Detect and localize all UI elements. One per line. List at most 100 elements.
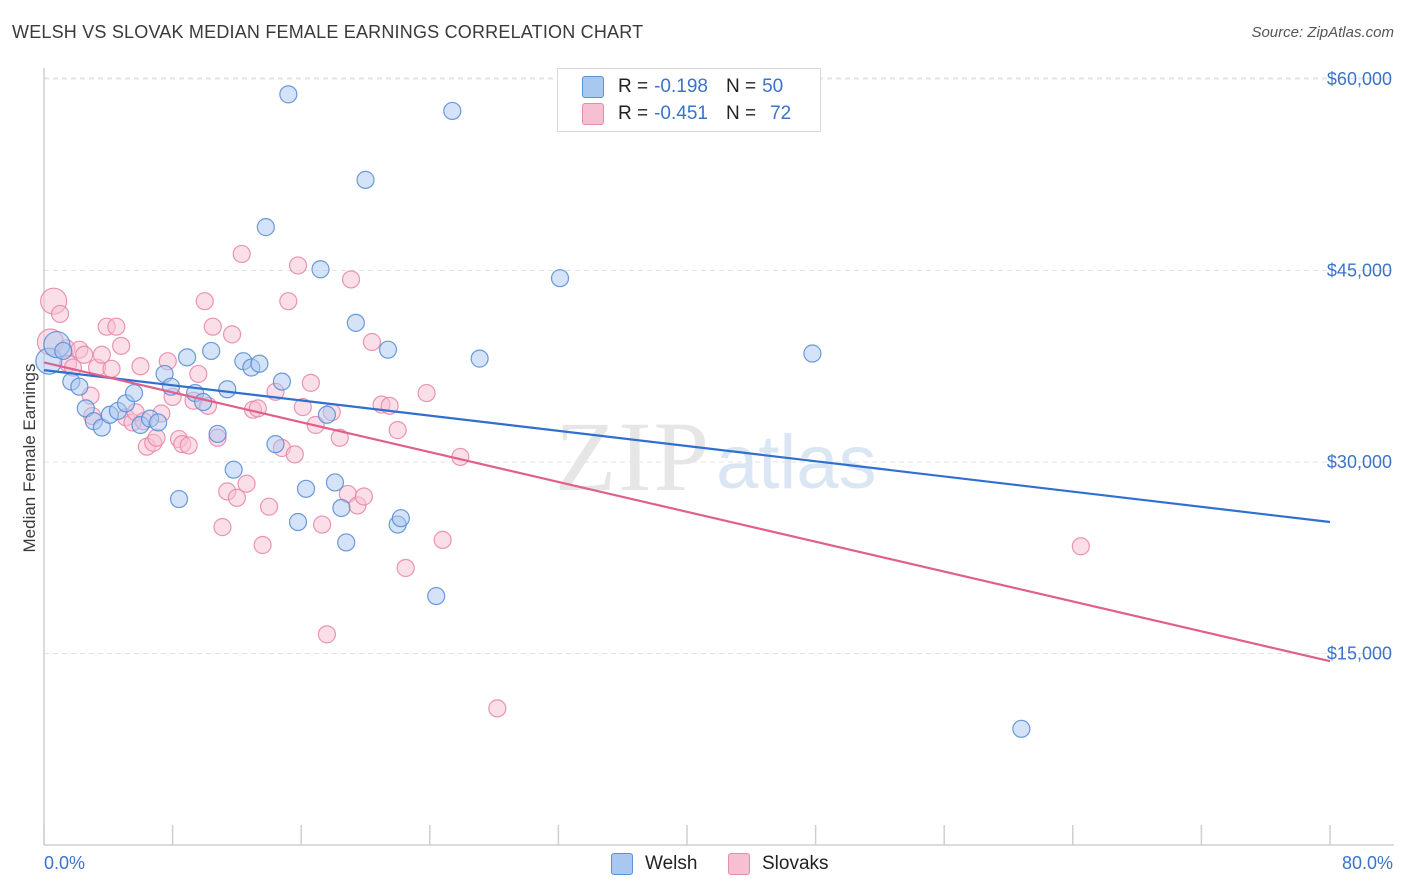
slovaks-n-value: 72	[770, 103, 792, 124]
chart-title: WELSH VS SLOVAK MEDIAN FEMALE EARNINGS C…	[12, 22, 644, 42]
welsh-point	[54, 341, 73, 361]
slovaks-point	[222, 325, 242, 344]
welsh-point	[250, 354, 269, 373]
welsh-point	[391, 509, 410, 528]
watermark-atlas: atlas	[716, 420, 877, 505]
slovaks-point	[317, 625, 337, 644]
slovaks-point	[107, 317, 126, 336]
welsh-point	[288, 512, 308, 532]
y-tick-label: $60,000	[1327, 69, 1392, 89]
y-tick-label: $45,000	[1327, 261, 1392, 281]
welsh-point	[337, 533, 356, 552]
welsh-point	[1012, 719, 1031, 738]
slovaks-point	[232, 244, 251, 264]
slovaks-point	[417, 383, 436, 403]
slovaks-point	[203, 317, 222, 336]
slovaks-point	[189, 364, 208, 384]
slovaks-point	[75, 345, 94, 364]
slovaks-point	[237, 474, 256, 493]
slovaks-point	[253, 535, 272, 555]
slovaks-point	[488, 699, 507, 718]
slovaks-point	[227, 488, 246, 507]
welsh-point	[317, 405, 337, 424]
slovaks-point	[1071, 537, 1090, 556]
welsh-point	[803, 344, 822, 363]
welsh-point	[311, 260, 330, 279]
welsh-trendline	[43, 369, 1331, 524]
slovaks-point	[147, 428, 166, 447]
welsh-point	[124, 383, 144, 403]
welsh-point	[177, 348, 197, 367]
welsh-point	[443, 101, 462, 121]
slovaks-swatch	[582, 103, 604, 125]
y-tick-label: $15,000	[1327, 644, 1392, 664]
welsh-r-value: -0.198	[654, 76, 708, 97]
slovaks-point	[388, 421, 407, 440]
slovaks-r-value: -0.451	[654, 103, 708, 124]
slovaks-point	[362, 332, 382, 352]
stats-legend: R = -0.198 N = 50 R = -0.451 N = 72	[557, 68, 821, 132]
slovaks-point	[341, 270, 361, 289]
welsh-point	[149, 413, 168, 432]
welsh-n-label: N =	[725, 76, 757, 97]
slovaks-point	[396, 558, 415, 578]
welsh-point	[70, 377, 89, 396]
slovaks-trendline	[43, 361, 1331, 663]
slovaks-point	[354, 487, 373, 506]
legend-welsh-swatch	[611, 853, 633, 875]
x-tick-label: 0.0%	[44, 853, 85, 873]
welsh-point	[169, 489, 189, 509]
slovaks-n-label: N =	[725, 103, 757, 124]
welsh-point	[296, 479, 316, 498]
slovaks-point	[259, 497, 279, 516]
slovaks-point	[293, 398, 312, 417]
legend-item-welsh[interactable]: Welsh	[611, 851, 697, 877]
slovaks-point	[112, 336, 131, 355]
watermark: ZIP atlas	[555, 401, 877, 512]
slovaks-point	[179, 436, 198, 455]
slovaks-r-label: R =	[618, 103, 649, 124]
welsh-point	[346, 313, 365, 332]
slovaks-point	[213, 518, 232, 537]
legend-welsh-label: Welsh	[645, 853, 698, 874]
welsh-point	[208, 424, 227, 444]
axes	[43, 68, 1394, 846]
y-tick-labels: $15,000 $30,000 $45,000 $60,000	[1327, 69, 1392, 663]
welsh-n-value: 50	[762, 76, 784, 97]
welsh-point	[202, 341, 221, 361]
welsh-point	[332, 498, 351, 518]
slovaks-point	[433, 530, 452, 549]
y-tick-label: $30,000	[1327, 452, 1392, 472]
slovaks-point	[131, 357, 150, 376]
source-credit: Source: ZipAtlas.com	[1251, 24, 1394, 41]
welsh-point	[224, 460, 243, 479]
slovaks-point	[285, 445, 304, 464]
welsh-swatch	[582, 76, 604, 98]
x-tick-label: 80.0%	[1342, 853, 1393, 873]
series-welsh-points	[35, 85, 1031, 738]
welsh-point	[356, 170, 375, 189]
welsh-r-label: R =	[618, 76, 649, 97]
slovaks-point	[195, 292, 214, 311]
legend-item-slovaks[interactable]: Slovaks	[728, 851, 829, 877]
slovaks-point	[330, 428, 349, 447]
welsh-point	[256, 218, 275, 237]
stats-legend-welsh: R = -0.198 N = 50	[582, 74, 789, 100]
watermark-zip: ZIP	[555, 401, 711, 512]
x-tick-labels: 0.0% 80.0%	[44, 853, 1393, 873]
welsh-point	[279, 85, 298, 104]
trendlines	[43, 361, 1331, 663]
welsh-point	[272, 372, 292, 391]
welsh-point	[218, 380, 237, 399]
welsh-point	[427, 586, 446, 606]
slovaks-point	[301, 373, 320, 392]
legend-slovaks-label: Slovaks	[762, 853, 829, 874]
legend-slovaks-swatch	[728, 853, 750, 875]
welsh-point	[550, 269, 570, 288]
welsh-point	[194, 392, 213, 412]
slovaks-point	[92, 345, 111, 364]
slovaks-point	[279, 292, 298, 311]
welsh-point	[378, 340, 398, 359]
welsh-point	[266, 435, 285, 454]
